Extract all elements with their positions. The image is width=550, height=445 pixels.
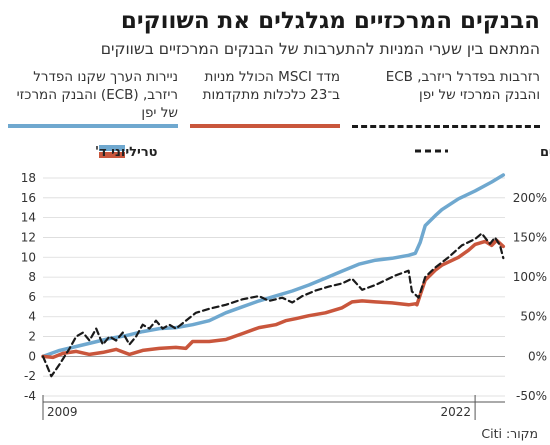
left-tick-label: 2 [28, 330, 36, 344]
legend-label-securities: ניירות הערך שקנו הפדרל ריזרב, (ECB) והבנ… [16, 69, 178, 121]
left-axis-swatch-red [99, 152, 125, 158]
left-tick-label: 6 [28, 290, 36, 304]
left-tick-label: 10 [21, 250, 36, 264]
left-tick-label: 0 [28, 349, 36, 363]
series-securities-line [41, 173, 506, 359]
legend-swatch-securities [8, 124, 178, 128]
left-tick-label: 16 [21, 191, 36, 205]
left-axis-swatch-blue [99, 145, 125, 151]
left-tick-label: 4 [28, 310, 36, 324]
left-tick-label: 14 [21, 211, 36, 225]
x-tick-label: 2022 [441, 405, 472, 419]
left-tick-label: -2 [24, 369, 36, 383]
legend-item-securities: ניירות הערך שקנו הפדרל ריזרב, (ECB) והבנ… [8, 68, 178, 128]
left-tick-label: 18 [21, 171, 36, 185]
legend-item-msci: מדד MSCI הכולל מניות ב־23 כלכלות מתקדמות [190, 68, 340, 128]
right-tick-label: 100% [513, 270, 547, 284]
line-chart: -4 -2 0 2 4 6 8 10 12 14 16 18 -50% 0% 50% 100% 150% 200%… [21, 145, 550, 420]
right-axis-title: שינוי באחוזים [540, 145, 550, 160]
right-tick-label: 150% [513, 230, 547, 244]
x-tick-label: 2009 [47, 405, 78, 419]
source-note: מקור: Citi [481, 426, 538, 441]
legend-swatch-reserves [352, 125, 540, 128]
legend-swatch-msci [190, 124, 340, 128]
legend-label-msci: מדד MSCI הכולל מניות ב־23 כלכלות מתקדמות [202, 69, 340, 103]
chart-title: הבנקים המרכזיים מגלגלים את השווקים [120, 8, 540, 34]
left-tick-label: -4 [24, 389, 36, 403]
right-tick-label: 50% [520, 310, 547, 324]
right-tick-label: 200% [513, 191, 547, 205]
left-axis-title: טריליוני ד' [95, 145, 158, 160]
series-reserves-line [41, 232, 505, 378]
right-tick-label: -50% [516, 389, 547, 403]
legend-label-reserves: רזרבות בפדרל ריזרב, ECB והבנק המרכזי של … [385, 69, 540, 103]
right-tick-label: 0% [528, 349, 547, 363]
left-tick-label: 8 [28, 270, 36, 284]
left-tick-label: 12 [21, 230, 36, 244]
series-msci-line [41, 238, 506, 360]
legend-item-reserves: רזרבות בפדרל ריזרב, ECB והבנק המרכזי של … [352, 68, 540, 128]
chart-subtitle: המתאם בין שערי המניות להתערבות של הבנקים… [100, 40, 540, 58]
